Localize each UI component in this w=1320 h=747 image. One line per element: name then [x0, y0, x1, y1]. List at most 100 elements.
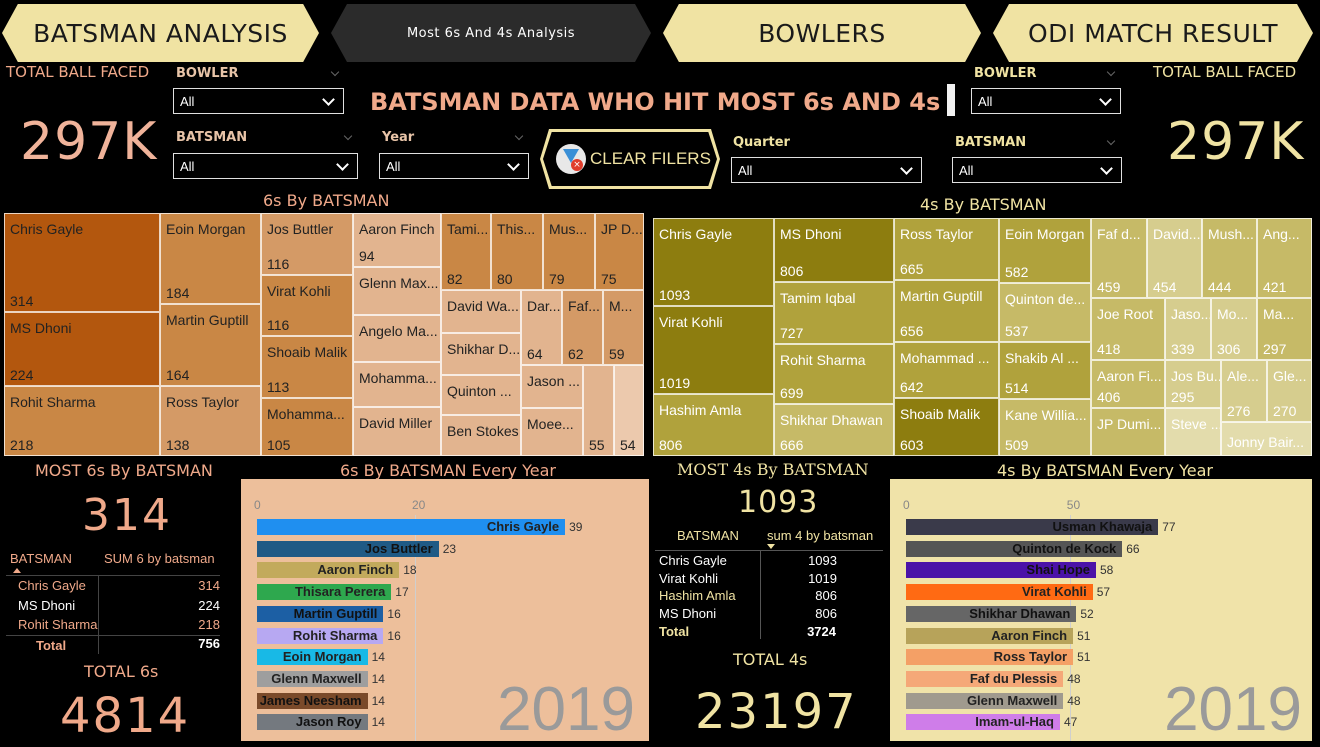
- scroll-handle[interactable]: [947, 84, 955, 116]
- treemap-tile[interactable]: Rohit Sharma 699: [774, 344, 894, 404]
- bar[interactable]: [257, 584, 392, 601]
- treemap-tile[interactable]: Hashim Amla 806: [653, 394, 774, 456]
- nav-odi-match-result[interactable]: ODI MATCH RESULT: [993, 4, 1313, 62]
- treemap-tile[interactable]: Mohamma... 105: [261, 398, 353, 456]
- treemap-tile[interactable]: David Miller: [353, 407, 441, 456]
- treemap-tile[interactable]: Virat Kohli 116: [261, 275, 353, 336]
- treemap-tile[interactable]: Tami... 82: [441, 213, 491, 290]
- treemap-tile[interactable]: JP Dumi...: [1091, 408, 1165, 456]
- bar[interactable]: [257, 519, 566, 535]
- treemap-tile[interactable]: Martin Guptill 656: [894, 280, 999, 342]
- treemap-tile[interactable]: David Wa...: [441, 290, 521, 333]
- batsman-select-right[interactable]: All: [952, 157, 1122, 183]
- treemap-tile[interactable]: Joe Root 418: [1091, 298, 1165, 360]
- bar[interactable]: [257, 714, 368, 731]
- treemap-tile[interactable]: Mohammad ... 642: [894, 342, 999, 398]
- treemap-tile[interactable]: Mohamma...: [353, 362, 441, 407]
- treemap-tile[interactable]: Virat Kohli 1019: [653, 306, 774, 394]
- treemap-tile[interactable]: Jos Bu... 295: [1165, 360, 1221, 408]
- treemap-tile[interactable]: Shoaib Malik 113: [261, 336, 353, 398]
- treemap-tile[interactable]: Jos Buttler 116: [261, 213, 353, 275]
- bar[interactable]: [906, 649, 1074, 666]
- treemap-tile[interactable]: Aaron Finch 94: [353, 213, 441, 267]
- treemap-tile[interactable]: Shakib Al ... 514: [999, 342, 1091, 399]
- treemap-tile[interactable]: Mush... 444: [1202, 218, 1257, 298]
- treemap-tile[interactable]: Gle... 270: [1267, 360, 1312, 422]
- treemap-tile[interactable]: MS Dhoni 224: [4, 312, 160, 386]
- bar[interactable]: [257, 627, 384, 644]
- treemap-tile[interactable]: Eoin Morgan 184: [160, 213, 261, 304]
- chevron-down-icon[interactable]: [330, 67, 340, 77]
- treemap-tile[interactable]: Shikhar Dhawan 666: [774, 404, 894, 456]
- treemap-tile[interactable]: Eoin Morgan 582: [999, 218, 1091, 283]
- treemap-tile[interactable]: Faf... 62: [562, 290, 603, 365]
- treemap-tile[interactable]: Ross Taylor 665: [894, 218, 999, 280]
- clear-filters-button[interactable]: × CLEAR FILERS: [540, 129, 720, 189]
- nav-batsman-analysis[interactable]: BATSMAN ANALYSIS: [2, 4, 319, 62]
- bar[interactable]: [257, 540, 439, 557]
- bar[interactable]: [257, 692, 368, 709]
- treemap-tile[interactable]: Angelo Ma...: [353, 315, 441, 362]
- treemap-tile[interactable]: JP D... 75: [595, 213, 644, 290]
- treemap-tile[interactable]: Ross Taylor 138: [160, 386, 261, 456]
- treemap-tile[interactable]: MS Dhoni 806: [774, 218, 894, 282]
- treemap-tile[interactable]: Shoaib Malik 603: [894, 398, 999, 456]
- treemap-tile[interactable]: Rohit Sharma 218: [4, 386, 160, 456]
- treemap-tile[interactable]: Mus... 79: [543, 213, 595, 290]
- treemap-tile[interactable]: Ale... 276: [1221, 360, 1267, 422]
- bar[interactable]: [906, 714, 1060, 731]
- treemap-tile[interactable]: Chris Gayle 1093: [653, 218, 774, 306]
- bar[interactable]: [257, 649, 368, 666]
- bowler-select-right[interactable]: All: [971, 88, 1121, 114]
- chevron-down-icon[interactable]: [1106, 136, 1116, 146]
- bar[interactable]: [906, 627, 1074, 644]
- treemap-tile[interactable]: Glenn Max...: [353, 267, 441, 315]
- bar[interactable]: [906, 584, 1093, 601]
- bar[interactable]: [906, 670, 1064, 687]
- treemap-tile[interactable]: Kane Willia... 509: [999, 399, 1091, 456]
- treemap-tile[interactable]: Quinton de... 537: [999, 283, 1091, 342]
- treemap-tile[interactable]: Faf d... 459: [1091, 218, 1147, 298]
- sort-down-icon[interactable]: [767, 544, 775, 549]
- treemap-tile[interactable]: Martin Guptill 164: [160, 304, 261, 386]
- treemap-tile[interactable]: Ang... 421: [1257, 218, 1312, 298]
- treemap-tile[interactable]: Shikhar D...: [441, 333, 521, 375]
- treemap-tile[interactable]: 55: [583, 365, 614, 456]
- most-6s-col-sum[interactable]: SUM 6 by batsman: [104, 551, 215, 566]
- treemap-tile[interactable]: This... 80: [491, 213, 543, 290]
- nav-bowlers[interactable]: BOWLERS: [663, 4, 981, 62]
- treemap-tile[interactable]: Jonny Bair...: [1221, 422, 1312, 456]
- treemap-tile[interactable]: M... 59: [603, 290, 644, 365]
- nav-most-6s-4s[interactable]: Most 6s And 4s Analysis: [331, 4, 651, 62]
- treemap-tile[interactable]: Mo... 306: [1211, 298, 1257, 360]
- treemap-tile[interactable]: Ben Stokes: [441, 415, 521, 456]
- treemap-tile[interactable]: Quinton ...: [441, 375, 521, 415]
- treemap-tile[interactable]: Jason ...: [521, 365, 583, 408]
- most-6s-col-batsman[interactable]: BATSMAN: [10, 551, 72, 566]
- chevron-down-icon[interactable]: [514, 131, 524, 141]
- treemap-tile[interactable]: Chris Gayle 314: [4, 213, 160, 312]
- treemap-tile[interactable]: Ma... 297: [1257, 298, 1312, 360]
- bar[interactable]: [257, 605, 384, 622]
- sort-up-icon[interactable]: [13, 568, 21, 573]
- bowler-select-left[interactable]: All: [173, 88, 344, 114]
- treemap-tile[interactable]: David... 454: [1147, 218, 1202, 298]
- bar[interactable]: [906, 605, 1077, 622]
- bar[interactable]: [906, 562, 1096, 579]
- treemap-tile[interactable]: Jaso... 339: [1165, 298, 1211, 360]
- treemap-tile[interactable]: Aaron Fi... 406: [1091, 360, 1165, 408]
- treemap-tile[interactable]: Dar... 64: [521, 290, 562, 365]
- bar[interactable]: [906, 692, 1064, 709]
- year-select[interactable]: All: [379, 153, 529, 179]
- bar[interactable]: [906, 519, 1159, 535]
- bar[interactable]: [906, 540, 1123, 557]
- bar[interactable]: [257, 562, 400, 579]
- treemap-tile[interactable]: 54: [614, 365, 644, 456]
- batsman-select-left[interactable]: All: [173, 153, 358, 179]
- bar[interactable]: [257, 670, 368, 687]
- chevron-down-icon[interactable]: [343, 131, 353, 141]
- most-4s-col-batsman[interactable]: BATSMAN: [677, 528, 739, 543]
- treemap-tile[interactable]: Tamim Iqbal 727: [774, 282, 894, 344]
- quarter-select[interactable]: All: [731, 157, 922, 183]
- treemap-tile[interactable]: Moee...: [521, 408, 583, 456]
